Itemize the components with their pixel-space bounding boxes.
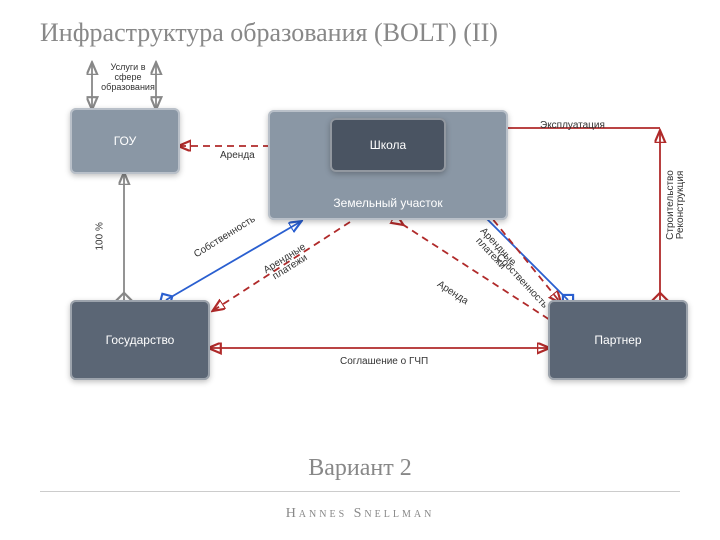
edge-label-own_blue_l: Собственность <box>192 214 257 260</box>
edge-label-exploit: Эксплуатация <box>540 120 605 131</box>
edge-label-rentpay_r: Арендные платежи <box>463 218 525 283</box>
edge-label-agreement: Соглашение о ГЧП <box>340 356 428 367</box>
subtitle: Вариант 2 <box>0 455 720 482</box>
footer-divider <box>40 491 680 492</box>
node-state: Государство <box>70 300 210 380</box>
label-services: Услуги в сфере образования <box>98 62 158 92</box>
page-title: Инфраструктура образования (BOLT) (II) <box>40 18 498 48</box>
edge-label-lease_r: Аренда <box>435 279 470 307</box>
footer-brand: Hannes Snellman <box>0 506 720 522</box>
node-gou: ГОУ <box>70 108 180 174</box>
node-partner: Партнер <box>548 300 688 380</box>
edge-label-lease_gou: Аренда <box>220 150 255 161</box>
edge-label-build: Строительство Реконструкция <box>666 170 686 240</box>
edge-label-rentpay_l: Арендные платежи <box>253 236 323 290</box>
edge-label-hundred: 100 % <box>95 222 106 250</box>
node-school: Школа <box>330 118 446 172</box>
